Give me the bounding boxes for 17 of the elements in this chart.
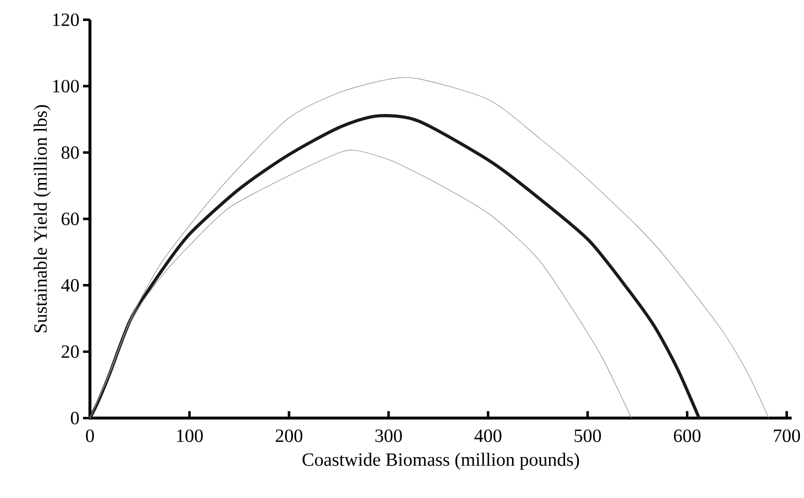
y-tick-label: 0 bbox=[70, 412, 79, 424]
x-axis-title: Coastwide Biomass (million pounds) bbox=[302, 452, 579, 470]
y-tick-label: 60 bbox=[62, 212, 79, 226]
x-tick-label: 300 bbox=[375, 429, 402, 442]
x-tick-label: 500 bbox=[574, 429, 601, 442]
y-tick-label: 120 bbox=[53, 13, 79, 26]
x-tick-label: 200 bbox=[276, 429, 302, 442]
x-tick-label: 100 bbox=[177, 429, 203, 442]
y-tick-label: 20 bbox=[62, 345, 79, 358]
y-tick-label: 80 bbox=[62, 146, 79, 159]
x-tick-label: 600 bbox=[674, 429, 700, 442]
y-axis-title: Sustainable Yield (million lbs) bbox=[34, 105, 51, 332]
x-tick-label: 400 bbox=[474, 429, 502, 442]
x-tick-label: 700 bbox=[774, 429, 800, 442]
y-tick-label: 100 bbox=[53, 80, 79, 92]
y-tick-label: 40 bbox=[61, 278, 79, 292]
x-tick-label: 0 bbox=[86, 429, 94, 442]
